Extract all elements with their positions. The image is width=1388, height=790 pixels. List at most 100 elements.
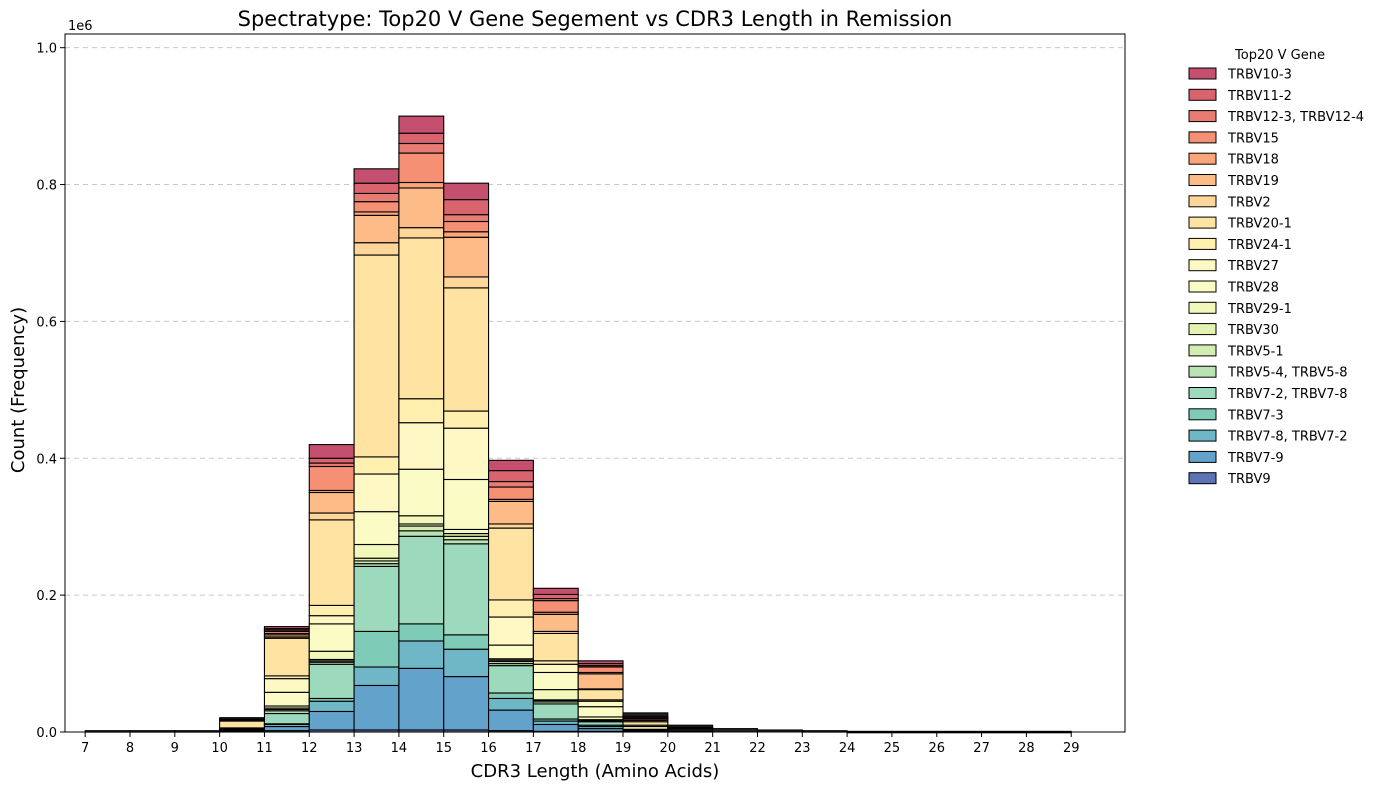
bar-segment: [443, 182, 490, 201]
bar-segment: [398, 667, 445, 731]
stacked-bars: [84, 115, 1072, 734]
bar-segment: [532, 689, 579, 701]
bar-segment: [488, 459, 534, 472]
bar-segment: [532, 663, 579, 674]
bar-segment: [488, 480, 534, 488]
legend-label: TRBV18: [1227, 153, 1279, 168]
bar-segment: [353, 543, 400, 559]
bar-segment: [353, 201, 400, 213]
bar-segment: [353, 214, 400, 244]
bar-segment: [667, 724, 714, 728]
bar-segment: [532, 671, 579, 691]
bar-segment: [263, 691, 310, 707]
bar-segment: [488, 523, 534, 529]
bar-segment: [353, 666, 400, 687]
legend-swatch: [1188, 88, 1217, 101]
bar-segment: [308, 663, 355, 700]
legend-title: Top20 V Gene: [1234, 48, 1325, 63]
bar-segment: [532, 587, 579, 596]
bar-segment: [263, 712, 310, 725]
x-tick-label: 9: [171, 741, 179, 756]
y-tick-label: 0.4: [36, 452, 57, 467]
bar-segment: [488, 599, 534, 618]
bar-segment: [443, 543, 490, 636]
bar-segment: [398, 422, 445, 470]
bar-segment: [263, 637, 310, 677]
legend-swatch: [1188, 174, 1217, 186]
bar-segment: [577, 689, 624, 701]
y-axis: 0.0 0.2 0.4 0.6 0.8 1.0: [36, 42, 65, 741]
legend-label: TRBV7-9: [1227, 451, 1284, 466]
bar-segment: [532, 703, 579, 720]
legend: Top20 V Gene TRBV10-3 TRBV11-2 TRBV12-3, T…: [1188, 48, 1364, 487]
legend-label: TRBV10-3: [1227, 68, 1292, 83]
bar-segment: [532, 632, 579, 662]
legend-label: TRBV7-8, TRBV7-2: [1227, 430, 1348, 445]
legend-label: TRBV9: [1227, 472, 1271, 487]
legend-label: TRBV7-3: [1227, 408, 1284, 423]
x-tick-label: 10: [211, 741, 228, 756]
x-tick-label: 26: [928, 741, 945, 756]
bar-segment: [353, 192, 400, 203]
bar-segment: [398, 181, 445, 189]
plot-area-frame: [64, 33, 1126, 733]
bar-segment: [443, 676, 490, 731]
legend-swatch: [1188, 216, 1217, 229]
bar-segment: [398, 227, 445, 239]
bar-segment: [353, 684, 400, 731]
bar-segment: [577, 666, 624, 674]
bar-segment: [353, 630, 400, 668]
bar-segment: [443, 410, 490, 429]
bar-segment: [219, 717, 265, 720]
bar-segment: [308, 465, 355, 491]
bar-segment: [398, 237, 445, 400]
bar-segment: [353, 254, 400, 458]
legend-label: TRBV30: [1227, 323, 1279, 338]
bar-segment: [398, 187, 445, 229]
bar-segment: [308, 700, 355, 713]
x-tick-label: 13: [346, 741, 363, 756]
x-tick-label: 16: [480, 741, 497, 756]
bar-segment: [443, 539, 490, 545]
legend-swatch: [1188, 152, 1217, 165]
bar-segment: [398, 535, 445, 625]
legend-label: TRBV19: [1227, 174, 1279, 189]
bar-segment: [308, 650, 355, 661]
bar-segment: [398, 525, 445, 532]
bar-segment: [443, 528, 490, 535]
bar-segment: [308, 444, 355, 459]
bar-segment: [488, 665, 534, 694]
legend-swatch: [1188, 429, 1217, 442]
bar-segment: [398, 132, 445, 145]
bar-segment: [577, 700, 624, 708]
bar-segment: [308, 623, 355, 652]
bar-segment: [398, 398, 445, 424]
legend-label: TRBV24-1: [1227, 238, 1292, 253]
bar-segment: [398, 623, 445, 642]
bar-segment: [488, 697, 534, 711]
bar-segment: [308, 512, 355, 521]
legend-swatch: [1188, 259, 1217, 272]
legend-swatch: [1188, 408, 1217, 421]
bar-segment: [308, 457, 355, 464]
x-tick-label: 15: [435, 741, 452, 756]
x-tick-label: 21: [704, 741, 721, 756]
legend-swatch: [1188, 301, 1217, 314]
legend-swatch: [1188, 195, 1217, 208]
legend-label: TRBV15: [1227, 131, 1279, 146]
bar-segment: [219, 720, 266, 729]
legend-swatch: [1188, 323, 1217, 336]
x-tick-label: 27: [973, 741, 990, 756]
legend-swatch: [1188, 344, 1217, 357]
y-tick-label: 0.8: [36, 179, 57, 194]
bar-segment: [443, 478, 490, 530]
legend-label: TRBV12-3, TRBV12-4: [1227, 110, 1364, 125]
x-tick-label: 24: [839, 741, 856, 756]
bar-segment: [577, 660, 624, 665]
bar-segment: [443, 236, 490, 278]
bar-segment: [488, 527, 534, 601]
bar-segment: [353, 456, 400, 475]
bar-segment: [353, 565, 400, 632]
bar-segment: [398, 115, 445, 134]
x-tick-label: 12: [301, 741, 318, 756]
